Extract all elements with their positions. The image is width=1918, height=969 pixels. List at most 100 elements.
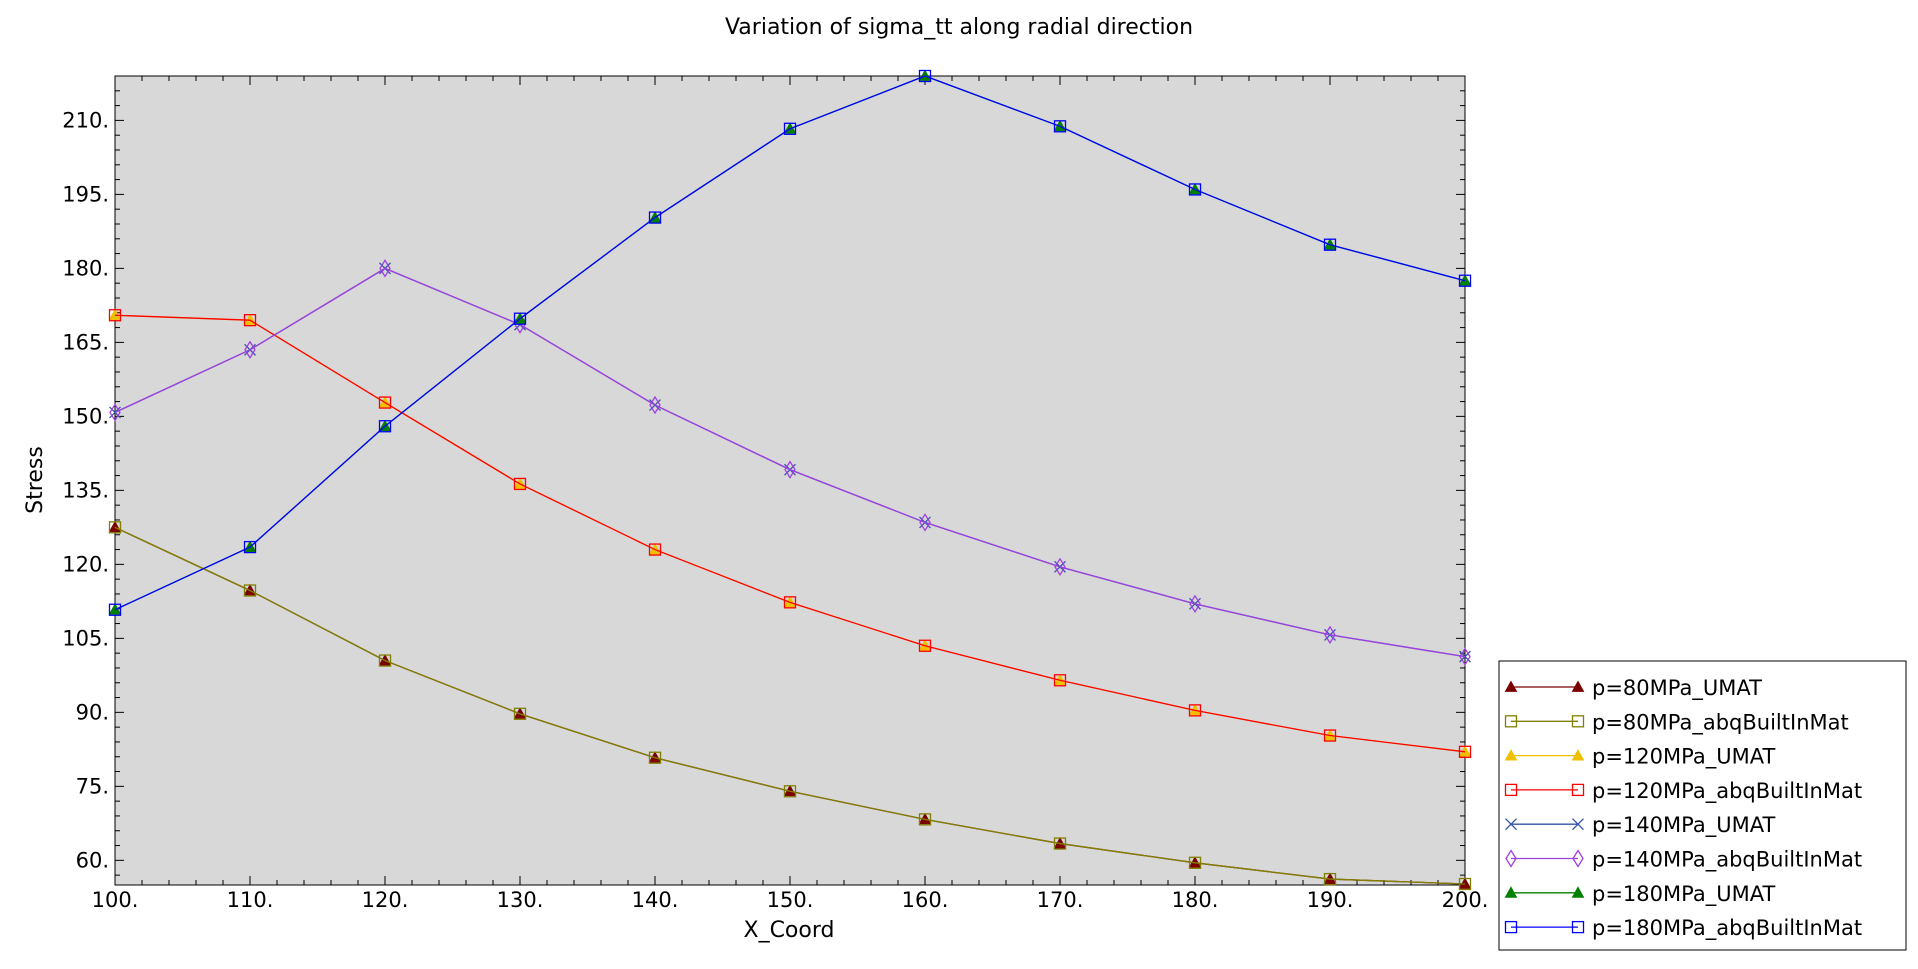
legend-marker [1504,783,1518,797]
data-point [1053,837,1067,850]
data-point [649,395,661,415]
series-line [114,526,1466,885]
x-axis-title: X_Coord [744,918,835,943]
x-tick-label: 200. [1442,888,1489,912]
data-point [109,406,121,419]
y-tick-label: 105. [62,626,109,650]
y-tick-label: 165. [62,330,109,354]
x-tick-label: 130. [497,888,544,912]
legend-marker [1504,680,1518,692]
data-point [1188,183,1202,196]
legend-marker [1571,680,1585,692]
legend-entry: p=140MPa_UMAT [1505,813,1775,838]
x-tick-label: 110. [227,888,274,912]
x-tick-label: 180. [1172,888,1219,912]
series-4 [108,309,1472,758]
data-point [648,751,662,764]
data-point [1323,872,1337,886]
x-tick-label: 100. [92,888,139,912]
data-point [1053,120,1067,133]
data-point [244,340,256,360]
legend-label: p=180MPa_abqBuiltInMat [1592,916,1862,941]
data-point [378,654,392,667]
legend-entry: p=120MPa_abqBuiltInMat [1504,779,1862,804]
data-point [378,420,392,433]
data-point [513,312,527,325]
data-point [108,521,122,534]
data-point [243,540,257,554]
legend-entry: p=180MPa_abqBuiltInMat [1504,916,1862,941]
data-point [1458,877,1472,891]
y-tick-label: 90. [76,700,109,724]
data-point [1458,745,1472,758]
data-point [1188,856,1202,869]
data-point [1054,557,1066,577]
legend-marker [1571,749,1585,761]
series-8 [108,69,1472,616]
y-tick-label: 120. [62,552,109,576]
x-tick-label: 160. [902,888,949,912]
series-line [114,314,1466,753]
y-tick-label: 210. [62,108,109,132]
axis-tick-labels: 100. 110. 120. 130. 140. 150. 160. 170. 180. 190.… [62,108,1488,912]
legend-marker [1504,920,1518,934]
legend-entry: p=120MPa_UMAT [1504,745,1775,770]
legend-entry: p=180MPa_UMAT [1504,882,1775,907]
data-point [513,707,527,720]
data-point [1323,238,1337,251]
data-point [783,596,797,609]
y-tick-label: 180. [62,256,109,280]
legend-marker [1504,886,1518,898]
x-tick-label: 140. [632,888,679,912]
data-point [1458,274,1472,287]
legend-entry: p=80MPa_UMAT [1504,676,1762,701]
y-tick-label: 195. [62,182,109,206]
legend-marker [1571,715,1585,728]
legend-label: p=80MPa_abqBuiltInMat [1592,710,1849,735]
x-tick-label: 120. [362,888,409,912]
data-point [378,396,392,409]
legend-label: p=140MPa_UMAT [1592,813,1775,838]
legend-marker [1571,783,1585,797]
series-line [114,75,1466,611]
y-tick-label: 60. [76,848,109,872]
x-tick-label: 150. [767,888,814,912]
legend-marker [1505,849,1517,868]
chart-title: Variation of sigma_tt along radial direc… [725,15,1193,40]
data-point [513,477,527,491]
data-point [918,69,932,83]
data-point [1189,594,1201,614]
data-point [919,513,931,532]
x-tick-label: 190. [1307,888,1354,912]
series-layer [108,69,1472,891]
legend-marker [1571,920,1585,934]
legend-label: p=120MPa_UMAT [1592,745,1775,770]
data-point [379,259,391,278]
y-tick-label: 150. [62,404,109,428]
x-tick-label: 170. [1037,888,1084,912]
data-point [918,813,932,826]
legend-marker [1572,818,1584,831]
y-tick-label: 135. [62,478,109,502]
data-point [784,460,796,479]
series-2 [108,521,1472,891]
legend: p=80MPa_UMAT p=80MPa_abqBuiltInMat p=120MP… [1498,660,1907,951]
data-point [109,403,121,422]
data-point [1323,729,1337,742]
data-point [648,543,662,556]
legend-marker [1572,849,1584,868]
data-point [108,603,122,616]
data-point [1053,674,1067,687]
data-point [243,314,257,327]
series-line [114,267,1466,658]
legend-marker [1504,715,1518,728]
legend-marker [1504,749,1518,761]
data-point [108,308,122,321]
data-point [1188,704,1202,717]
legend-label: p=140MPa_abqBuiltInMat [1592,848,1862,873]
legend-entry: p=80MPa_abqBuiltInMat [1504,710,1849,735]
data-point [783,122,797,135]
data-point [648,211,662,224]
y-tick-label: 75. [76,774,109,798]
data-point [243,584,257,597]
